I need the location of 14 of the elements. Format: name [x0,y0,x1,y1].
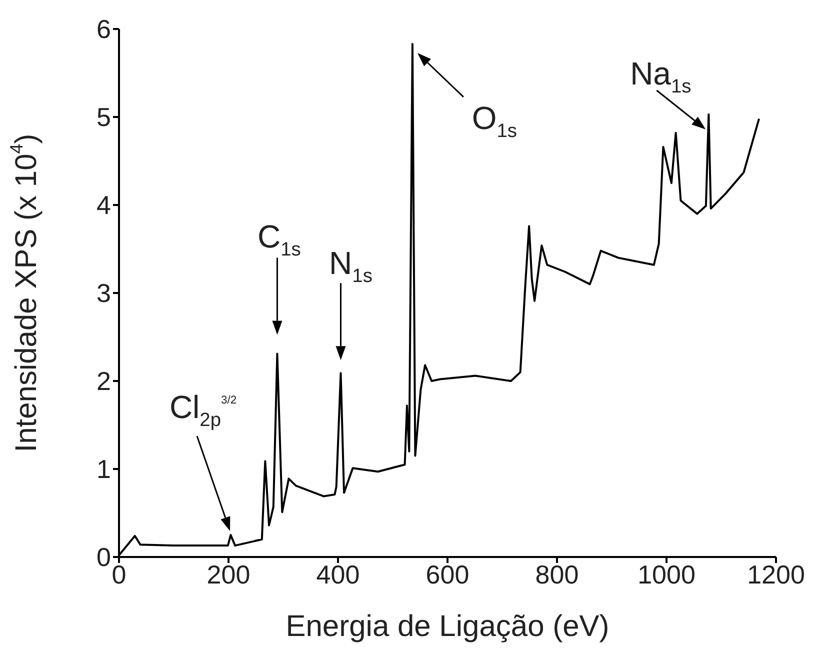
x-tick-label: 1200 [747,559,805,590]
y-tick-label: 2 [96,366,111,396]
y-tick-label: 6 [96,14,111,44]
y-tick-label: 3 [96,278,111,308]
y-tick-label: 4 [96,190,111,220]
x-axis-title: Energia de Ligação (eV) [286,610,610,643]
y-axis-title: Intensidade XPS (x 104) [6,134,43,452]
y-tick-label: 5 [96,102,111,132]
x-tick-label: 600 [426,559,470,590]
x-tick-label: 800 [535,559,579,590]
y-tick-label: 1 [96,454,111,484]
x-tick-label: 400 [316,559,360,590]
x-tick-label: 200 [206,559,250,590]
x-tick-label: 1000 [638,559,696,590]
